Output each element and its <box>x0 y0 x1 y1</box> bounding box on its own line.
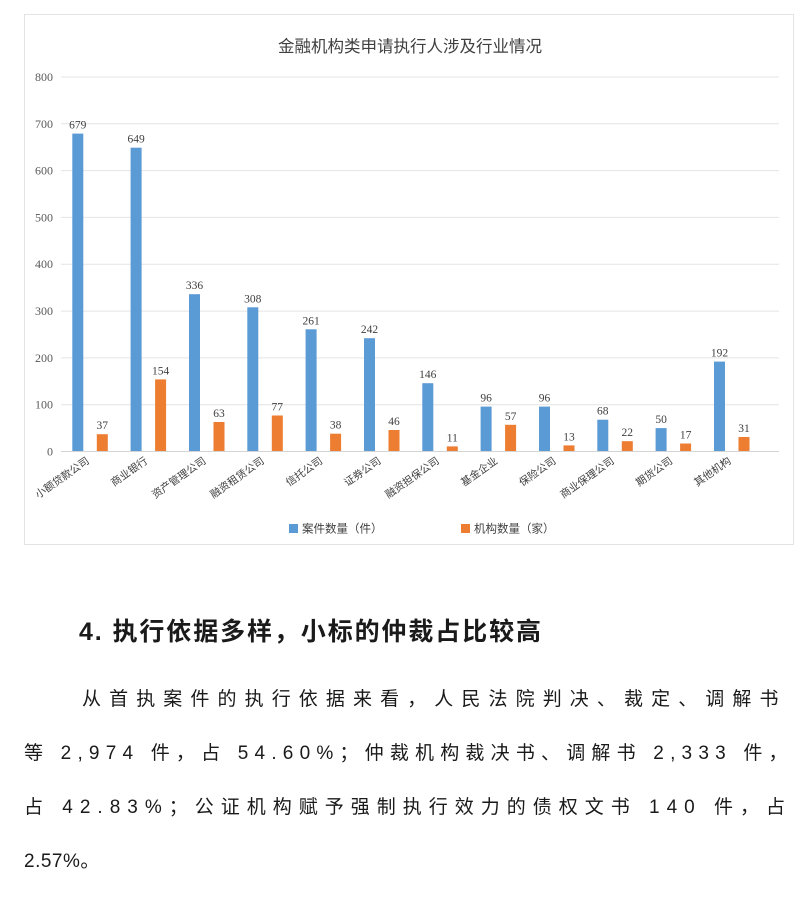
svg-text:小额贷款公司: 小额贷款公司 <box>33 454 92 501</box>
svg-text:154: 154 <box>152 365 170 377</box>
svg-text:商业保理公司: 商业保理公司 <box>558 454 617 501</box>
svg-text:96: 96 <box>539 393 551 405</box>
svg-text:机构数量（家）: 机构数量（家） <box>474 522 555 536</box>
svg-text:679: 679 <box>69 120 87 132</box>
svg-text:336: 336 <box>186 280 204 292</box>
svg-text:0: 0 <box>47 445 53 459</box>
svg-text:649: 649 <box>127 134 145 146</box>
svg-text:11: 11 <box>447 432 458 444</box>
svg-text:200: 200 <box>35 351 53 365</box>
svg-text:700: 700 <box>35 117 53 131</box>
svg-text:资产管理公司: 资产管理公司 <box>149 454 208 501</box>
svg-text:146: 146 <box>419 369 437 381</box>
svg-text:100: 100 <box>35 398 53 412</box>
svg-text:500: 500 <box>35 210 53 224</box>
svg-text:46: 46 <box>388 416 400 428</box>
svg-text:800: 800 <box>35 70 53 84</box>
svg-text:77: 77 <box>272 402 284 414</box>
svg-text:57: 57 <box>505 411 517 423</box>
svg-text:融资担保公司: 融资担保公司 <box>383 454 442 501</box>
svg-text:68: 68 <box>597 406 609 418</box>
svg-text:22: 22 <box>622 427 634 439</box>
svg-text:信托公司: 信托公司 <box>283 454 325 489</box>
svg-text:261: 261 <box>302 315 320 327</box>
svg-text:案件数量（件）: 案件数量（件） <box>302 522 383 536</box>
svg-text:600: 600 <box>35 164 53 178</box>
svg-text:63: 63 <box>213 408 225 420</box>
svg-text:50: 50 <box>655 414 667 426</box>
svg-text:证券公司: 证券公司 <box>342 454 384 489</box>
svg-text:308: 308 <box>244 293 261 305</box>
svg-text:商业银行: 商业银行 <box>108 454 150 489</box>
svg-text:17: 17 <box>680 430 692 442</box>
svg-text:192: 192 <box>711 348 729 360</box>
svg-text:31: 31 <box>738 423 750 435</box>
svg-text:13: 13 <box>563 431 575 443</box>
svg-text:300: 300 <box>35 304 53 318</box>
svg-text:融资租赁公司: 融资租赁公司 <box>208 454 267 501</box>
svg-text:96: 96 <box>480 393 492 405</box>
svg-text:38: 38 <box>330 420 342 432</box>
svg-text:基金企业: 基金企业 <box>458 454 500 489</box>
svg-text:242: 242 <box>361 324 379 336</box>
svg-text:期货公司: 期货公司 <box>633 454 675 489</box>
svg-text:保险公司: 保险公司 <box>517 454 559 489</box>
svg-text:其他机构: 其他机构 <box>692 454 734 489</box>
svg-text:37: 37 <box>97 420 109 432</box>
svg-text:400: 400 <box>35 257 53 271</box>
